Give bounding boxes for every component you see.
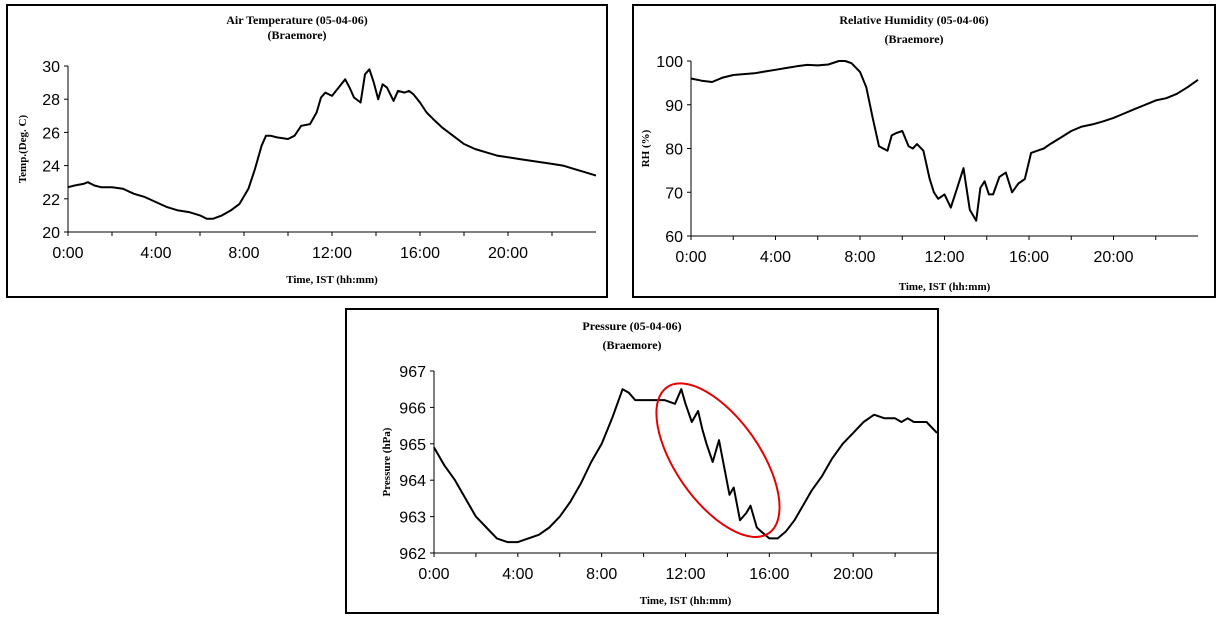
x-tick-label: 0:00 xyxy=(418,566,449,583)
x-axis-label: Time, IST (hh:mm) xyxy=(640,595,732,607)
air-temperature-plot: Air Temperature (05-04-06)(Braemore) 20 22… xyxy=(17,13,597,286)
y-tick-label: 100 xyxy=(656,54,683,71)
pressure-chart: Pressure (05-04-06) (Braemore) 962 963 964 96… xyxy=(345,308,939,614)
air-temperature-chart: Air Temperature (05-04-06) (Braemore) 20 22… xyxy=(6,4,608,298)
chart-subtitle: (Braemore) xyxy=(267,28,326,42)
chart-subtitle: (Braemore) xyxy=(884,32,943,46)
x-tick-label: 4:00 xyxy=(140,245,171,262)
series-line xyxy=(690,60,1199,222)
relative-humidity-plot: Relative Humidity (05-04-06) (Braemore) 60… xyxy=(640,13,1199,293)
y-tick-label: 962 xyxy=(399,546,426,563)
y-tick-label: 22 xyxy=(42,192,60,209)
y-tick-label: 70 xyxy=(665,185,683,202)
y-tick-label: 967 xyxy=(399,364,426,381)
y-tick-label: 60 xyxy=(665,229,683,246)
x-tick-label: 20:00 xyxy=(488,245,528,262)
x-tick-label: 8:00 xyxy=(844,249,875,266)
chart-subtitle: (Braemore) xyxy=(602,338,661,352)
y-tick-label: 90 xyxy=(665,98,683,115)
x-tick-label: 20:00 xyxy=(833,566,873,583)
x-tick-label: 4:00 xyxy=(502,566,533,583)
highlight-ellipse xyxy=(655,382,781,538)
y-tick-label: 30 xyxy=(42,59,60,76)
y-axis-label: Pressure (hPa) xyxy=(381,427,393,496)
x-axis-label: Time, IST (hh:mm) xyxy=(286,274,378,286)
y-tick-label: 28 xyxy=(42,92,60,109)
x-tick-label: 16:00 xyxy=(400,245,440,262)
series-line xyxy=(67,68,597,220)
x-tick-label: 12:00 xyxy=(924,249,964,266)
y-axis-label: RH (%) xyxy=(640,129,652,167)
y-tick-label: 80 xyxy=(665,142,683,159)
y-tick-label: 26 xyxy=(42,125,60,142)
x-axis-label: Time, IST (hh:mm) xyxy=(899,281,991,293)
x-tick-label: 12:00 xyxy=(665,566,705,583)
chart-title: Air Temperature (05-04-06) xyxy=(226,13,368,27)
x-tick-label: 8:00 xyxy=(228,245,259,262)
chart-title: Pressure (05-04-06) xyxy=(582,319,681,333)
y-tick-label: 966 xyxy=(399,400,426,417)
x-tick-label: 16:00 xyxy=(1009,249,1049,266)
relative-humidity-chart: Relative Humidity (05-04-06) (Braemore) 60… xyxy=(632,4,1216,298)
y-tick-label: 20 xyxy=(42,225,60,242)
series-line xyxy=(433,388,938,544)
x-tick-label: 12:00 xyxy=(312,245,352,262)
x-tick-label: 4:00 xyxy=(760,249,791,266)
x-tick-label: 0:00 xyxy=(52,245,83,262)
chart-title: Relative Humidity (05-04-06) xyxy=(839,13,988,27)
x-tick-label: 16:00 xyxy=(749,566,789,583)
y-tick-label: 24 xyxy=(42,159,60,176)
pressure-plot: Pressure (05-04-06) (Braemore) 962 963 964 96… xyxy=(381,319,938,607)
y-tick-label: 964 xyxy=(399,473,426,490)
x-tick-label: 8:00 xyxy=(586,566,617,583)
x-tick-label: 0:00 xyxy=(675,249,706,266)
y-tick-label: 963 xyxy=(399,510,426,527)
y-axis-label: Temp.(Deg. C) xyxy=(17,114,29,183)
y-tick-label: 965 xyxy=(399,437,426,454)
x-tick-label: 20:00 xyxy=(1093,249,1133,266)
